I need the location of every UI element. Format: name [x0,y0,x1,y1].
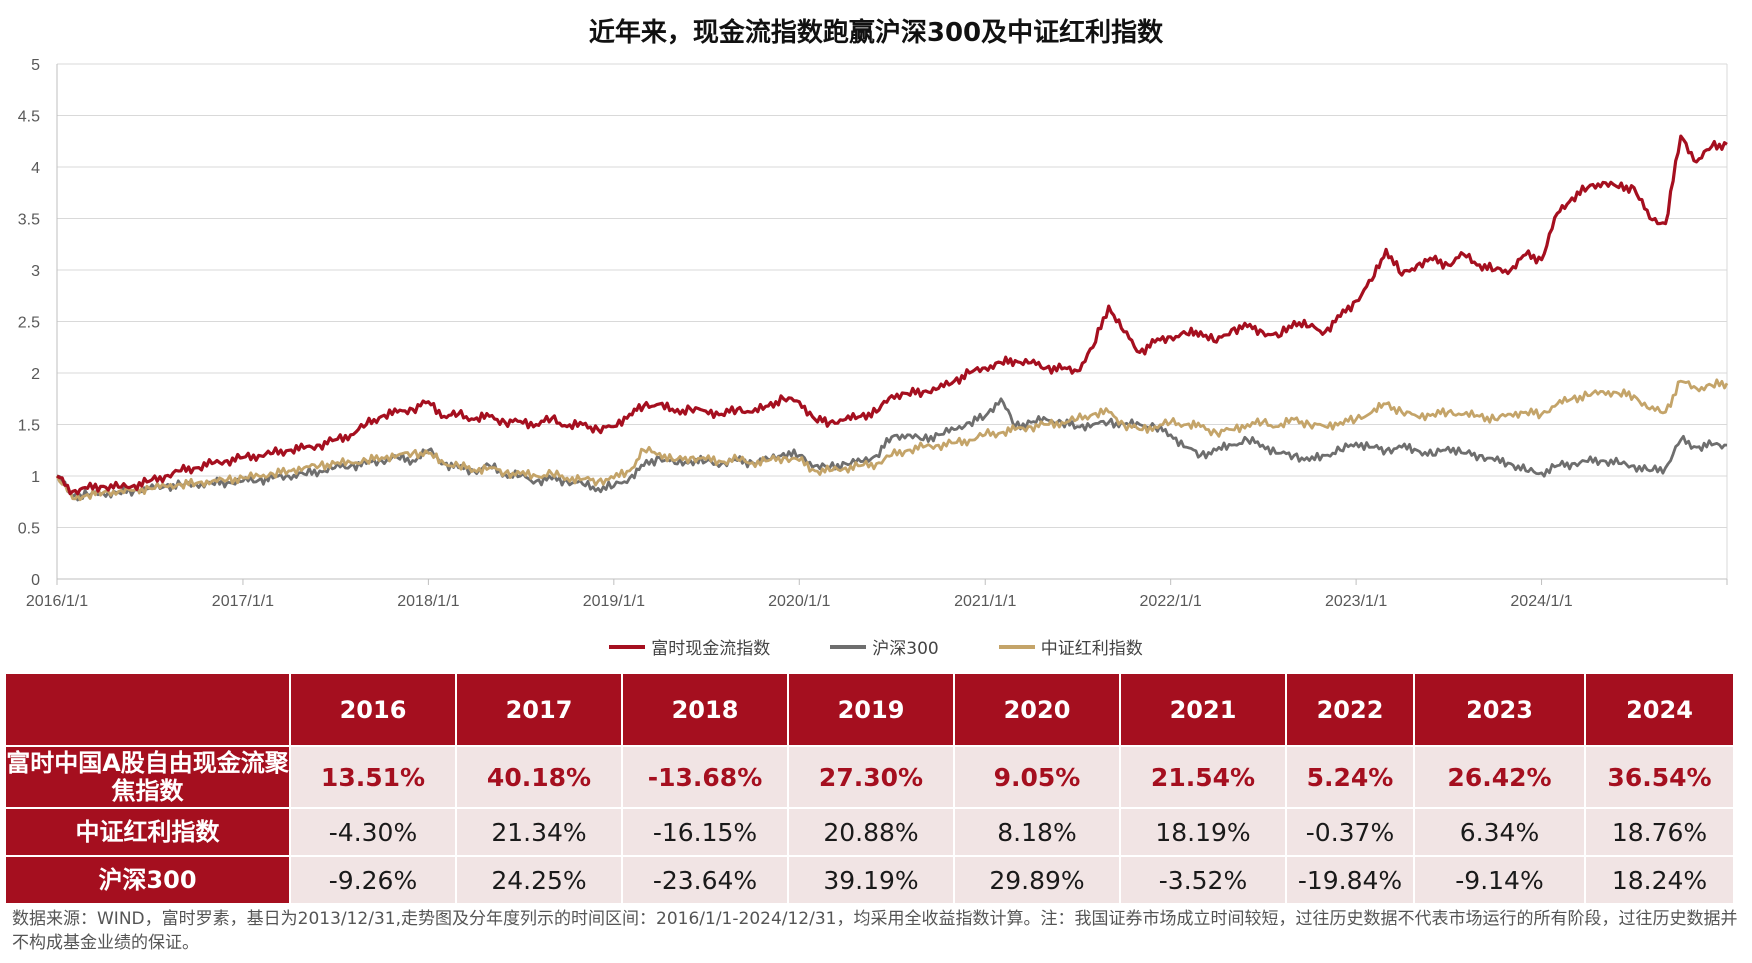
year-header: 2021 [1119,672,1287,747]
table-header-row: 2016 2017 2018 2019 2020 2021 2022 2023 … [4,672,1735,747]
chart-title: 近年来，现金流指数跑赢沪深300及中证红利指数 [588,18,1164,48]
table-corner-cell [4,672,291,747]
y-tick-label: 1.5 [18,418,40,435]
x-tick-label: 2016/1/1 [26,593,88,610]
return-cell: 5.24% [1285,745,1415,809]
y-tick-label: 0.5 [18,521,40,538]
x-tick-label: 2021/1/1 [954,593,1016,610]
legend-swatch-csi300 [830,644,867,649]
return-cell: 27.30% [787,745,955,809]
return-cell: 39.19% [787,855,955,905]
legend: 富时现金流指数 沪深300 中证红利指数 [0,634,1752,659]
row-label-fcf: 富时中国A股自由现金流聚焦指数 [4,745,291,809]
year-header: 2019 [787,672,955,747]
return-cell: 29.89% [953,855,1121,905]
legend-label-dividend: 中证红利指数 [1040,639,1143,659]
year-header: 2022 [1285,672,1415,747]
return-cell: 24.25% [455,855,623,905]
legend-item-csi300: 沪深300 [830,634,939,659]
y-tick-label: 4 [31,160,40,177]
legend-item-fcf: 富时现金流指数 [609,634,770,659]
row-label-csi300: 沪深300 [4,855,291,905]
return-cell: 8.18% [953,807,1121,857]
return-cell: 26.42% [1413,745,1586,809]
year-header: 2024 [1584,672,1735,747]
x-tick-label: 2017/1/1 [212,593,274,610]
return-cell: 9.05% [953,745,1121,809]
table-row-dividend: 中证红利指数 -4.30% 21.34% -16.15% 20.88% 8.18… [4,807,1735,857]
y-tick-label: 3.5 [18,212,40,229]
series-lines [55,134,1729,502]
y-tick-label: 1 [31,469,40,486]
year-header: 2016 [289,672,457,747]
y-tick-label: 3 [31,263,40,280]
source-footnote: 数据来源：WIND，富时罗素，基日为2013/12/31,走势图及分年度列示的时… [12,909,1738,953]
x-tick-label: 2023/1/1 [1325,593,1387,610]
table-row-fcf: 富时中国A股自由现金流聚焦指数 13.51% 40.18% -13.68% 27… [4,745,1735,809]
x-axis: 2016/1/1 2017/1/1 2018/1/1 2019/1/1 2020/1/1… [26,578,1728,610]
grid-lines [57,63,1728,580]
return-cell: 40.18% [455,745,623,809]
x-tick-label: 2024/1/1 [1510,593,1572,610]
y-tick-label: 4.5 [18,109,40,126]
series-line-fcf [56,134,1728,496]
y-tick-label: 0 [31,572,40,589]
return-cell: 20.88% [787,807,955,857]
row-label-dividend: 中证红利指数 [4,807,291,857]
y-tick-label: 2.5 [18,315,40,332]
return-cell: -9.26% [289,855,457,905]
y-tick-label: 5 [31,57,40,74]
return-cell: 18.19% [1119,807,1287,857]
legend-swatch-dividend [998,644,1035,649]
y-axis: 0 0.5 1 1.5 2 2.5 3 3.5 4 4.5 5 [18,57,58,589]
return-cell: 21.54% [1119,745,1287,809]
series-line-dividend [55,378,1729,502]
return-cell: 21.34% [455,807,623,857]
return-cell: 6.34% [1413,807,1586,857]
x-tick-label: 2018/1/1 [397,593,459,610]
y-tick-label: 2 [31,366,40,383]
legend-swatch-fcf [609,644,646,649]
x-tick-label: 2022/1/1 [1140,593,1202,610]
return-cell: -3.52% [1119,855,1287,905]
return-cell: 18.76% [1584,807,1735,857]
legend-label-fcf: 富时现金流指数 [651,639,771,659]
year-header: 2017 [455,672,623,747]
return-cell: -0.37% [1285,807,1415,857]
table-row-csi300: 沪深300 -9.26% 24.25% -23.64% 39.19% 29.89… [4,855,1735,905]
return-cell: -23.64% [621,855,789,905]
return-cell: -13.68% [621,745,789,809]
annual-return-table: 2016 2017 2018 2019 2020 2021 2022 2023 … [4,672,1735,905]
year-header: 2023 [1413,672,1586,747]
legend-item-dividend: 中证红利指数 [998,634,1143,659]
return-cell: -19.84% [1285,855,1415,905]
legend-label-csi300: 沪深300 [872,639,939,659]
return-cell: 13.51% [289,745,457,809]
return-cell: -4.30% [289,807,457,857]
x-tick-label: 2019/1/1 [583,593,645,610]
x-tick-label: 2020/1/1 [768,593,830,610]
series-line-csi300 [56,397,1728,502]
return-cell: 18.24% [1584,855,1735,905]
return-cell: 36.54% [1584,745,1735,809]
return-cell: -9.14% [1413,855,1586,905]
return-cell: -16.15% [621,807,789,857]
year-header: 2018 [621,672,789,747]
year-header: 2020 [953,672,1121,747]
line-chart: 00.511.522.533.544.55 2016/1/1 2017/1/1 20… [18,57,1729,610]
